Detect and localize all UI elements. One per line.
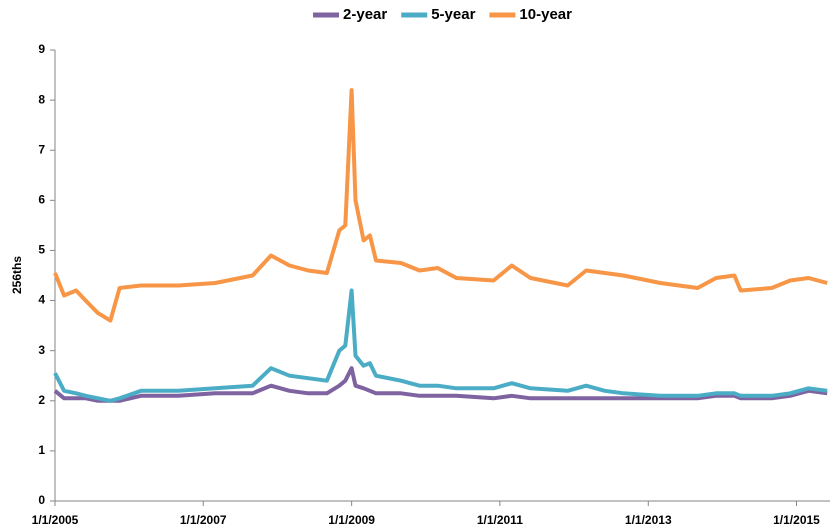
x-tick-label: 1/1/2007 [180, 513, 227, 527]
x-tick-label: 1/1/2005 [32, 513, 79, 527]
y-tick-label: 8 [38, 92, 45, 106]
y-axis-label: 256ths [10, 256, 24, 294]
y-tick-label: 0 [38, 493, 45, 507]
y-tick-label: 6 [38, 193, 45, 207]
y-tick-label: 1 [38, 443, 45, 457]
y-tick-label: 2 [38, 393, 45, 407]
series-line [53, 288, 828, 403]
x-tick-label: 1/1/2009 [328, 513, 375, 527]
legend-label: 5-year [431, 6, 475, 23]
legend-label: 2-year [343, 6, 387, 23]
y-tick-label: 7 [38, 142, 45, 156]
x-tick-label: 1/1/2011 [477, 513, 523, 527]
y-tick-label: 9 [38, 42, 45, 56]
y-tick-label: 3 [38, 343, 45, 357]
x-tick-label: 1/1/2015 [773, 513, 820, 527]
series-line [53, 88, 828, 323]
x-tick-label: 1/1/2013 [625, 513, 672, 527]
y-tick-label: 4 [38, 293, 45, 307]
legend-label: 10-year [519, 6, 572, 23]
series-line [53, 366, 828, 403]
y-tick-label: 5 [38, 243, 45, 257]
